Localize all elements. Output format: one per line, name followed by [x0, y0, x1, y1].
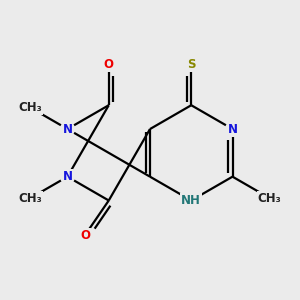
Text: S: S — [187, 58, 196, 71]
Text: NH: NH — [181, 194, 201, 207]
Text: CH₃: CH₃ — [258, 192, 281, 205]
Text: N: N — [227, 122, 238, 136]
Text: O: O — [80, 229, 90, 242]
Text: CH₃: CH₃ — [19, 192, 42, 205]
Text: N: N — [62, 122, 73, 136]
Text: N: N — [62, 170, 73, 183]
Text: O: O — [104, 58, 114, 71]
Text: CH₃: CH₃ — [19, 101, 42, 114]
